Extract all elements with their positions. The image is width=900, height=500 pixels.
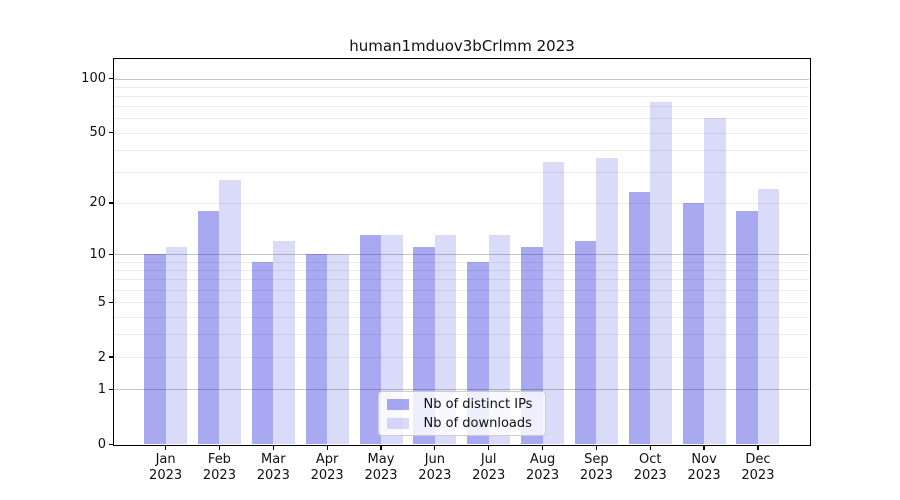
minor-gridline-8: [114, 270, 810, 272]
y-tick-label-2: 2: [97, 349, 106, 365]
minor-gridline-30: [114, 172, 810, 174]
y-tick-label-5: 5: [97, 294, 106, 310]
x-tick-label-jan: Jan 2023: [149, 452, 183, 483]
minor-gridline-70: [114, 106, 810, 108]
bar-nb-of-downloads-nov: [704, 118, 726, 445]
y-tick-label-20: 20: [89, 195, 106, 211]
y-tick-label-50: 50: [89, 125, 106, 141]
x-tick-label-oct: Oct 2023: [633, 452, 667, 483]
x-tick-may: [380, 445, 382, 450]
x-tick-sep: [595, 445, 598, 450]
legend: Nb of distinct IPs Nb of downloads: [377, 391, 546, 436]
bar-nb-of-distinct-ips-feb: [197, 210, 220, 445]
bar-nb-of-downloads-feb: [219, 180, 241, 445]
minor-gridline-7: [114, 279, 810, 281]
y-tick-label-1: 1: [97, 381, 106, 397]
x-tick-dec: [757, 445, 759, 450]
bar-nb-of-distinct-ips-oct: [628, 192, 651, 445]
bar-nb-of-downloads-sep: [596, 158, 618, 445]
minor-gridline-5: [114, 302, 810, 304]
x-tick-apr: [326, 445, 328, 450]
x-tick-mar: [272, 445, 274, 450]
major-gridline-100: [114, 78, 810, 80]
x-tick-label-apr: Apr 2023: [310, 452, 344, 483]
bar-nb-of-downloads-jan: [165, 247, 188, 445]
bar-nb-of-distinct-ips-dec: [736, 210, 758, 445]
x-tick-aug: [541, 445, 544, 450]
bar-nb-of-distinct-ips-jan: [144, 254, 166, 445]
bar-nb-of-distinct-ips-nov: [682, 202, 705, 445]
x-tick-jan: [164, 445, 167, 450]
bar-nb-of-distinct-ips-mar: [251, 261, 274, 445]
x-tick-label-jul: Jul 2023: [472, 452, 506, 483]
bar-nb-of-downloads-oct: [650, 102, 672, 445]
minor-gridline-3: [114, 334, 810, 336]
x-tick-label-dec: Dec 2023: [741, 452, 775, 483]
x-tick-label-mar: Mar 2023: [256, 452, 290, 483]
y-tick-label-100: 100: [81, 71, 106, 86]
minor-gridline-60: [114, 118, 810, 120]
minor-gridline-50: [114, 132, 810, 134]
legend-entry-downloads: Nb of downloads: [386, 416, 537, 431]
x-tick-label-sep: Sep 2023: [579, 452, 613, 483]
y-tick-100: [109, 77, 114, 80]
minor-gridline-80: [114, 95, 810, 97]
legend-label-distinct-ips: Nb of distinct IPs: [423, 397, 533, 412]
x-tick-feb: [218, 445, 221, 450]
y-tick-label-10: 10: [89, 246, 106, 262]
y-tick-label-0: 0: [97, 436, 106, 452]
bar-nb-of-distinct-ips-sep: [574, 240, 597, 445]
y-tick-1: [109, 388, 114, 390]
x-tick-oct: [649, 445, 651, 450]
x-tick-jun: [434, 445, 436, 450]
bar-nb-of-downloads-aug: [542, 162, 565, 445]
y-tick-5: [109, 301, 114, 303]
y-tick-2: [109, 356, 114, 358]
minor-gridline-20: [114, 202, 810, 204]
legend-swatch-distinct-ips: [386, 399, 409, 410]
minor-gridline-40: [114, 149, 810, 151]
minor-gridline-4: [114, 316, 810, 318]
legend-entry-distinct-ips: Nb of distinct IPs: [386, 397, 537, 412]
y-tick-10: [109, 253, 114, 255]
bar-nb-of-downloads-apr: [327, 254, 349, 445]
minor-gridline-90: [114, 86, 810, 88]
chart-title: human1mduov3bCrlmm 2023: [349, 37, 575, 55]
y-tick-50: [109, 131, 114, 134]
minor-gridline-6: [114, 290, 810, 291]
bar-nb-of-downloads-dec: [757, 189, 780, 445]
major-gridline-1: [114, 389, 810, 391]
x-tick-label-jun: Jun 2023: [418, 452, 452, 483]
legend-swatch-downloads: [386, 418, 409, 429]
minor-gridline-2: [114, 357, 810, 359]
major-gridline-10: [114, 254, 810, 256]
bar-nb-of-distinct-ips-may: [359, 235, 381, 445]
x-tick-label-nov: Nov 2023: [687, 452, 721, 483]
x-tick-label-may: May 2023: [364, 452, 398, 483]
bar-nb-of-distinct-ips-apr: [305, 254, 328, 445]
x-tick-label-feb: Feb 2023: [202, 452, 236, 483]
x-tick-jul: [488, 445, 490, 450]
y-tick-0: [109, 443, 114, 445]
minor-gridline-9: [114, 261, 810, 263]
x-tick-nov: [703, 445, 705, 450]
y-tick-20: [109, 202, 114, 204]
bar-nb-of-downloads-mar: [273, 240, 295, 445]
x-tick-label-aug: Aug 2023: [526, 452, 560, 483]
legend-label-downloads: Nb of downloads: [423, 416, 532, 431]
